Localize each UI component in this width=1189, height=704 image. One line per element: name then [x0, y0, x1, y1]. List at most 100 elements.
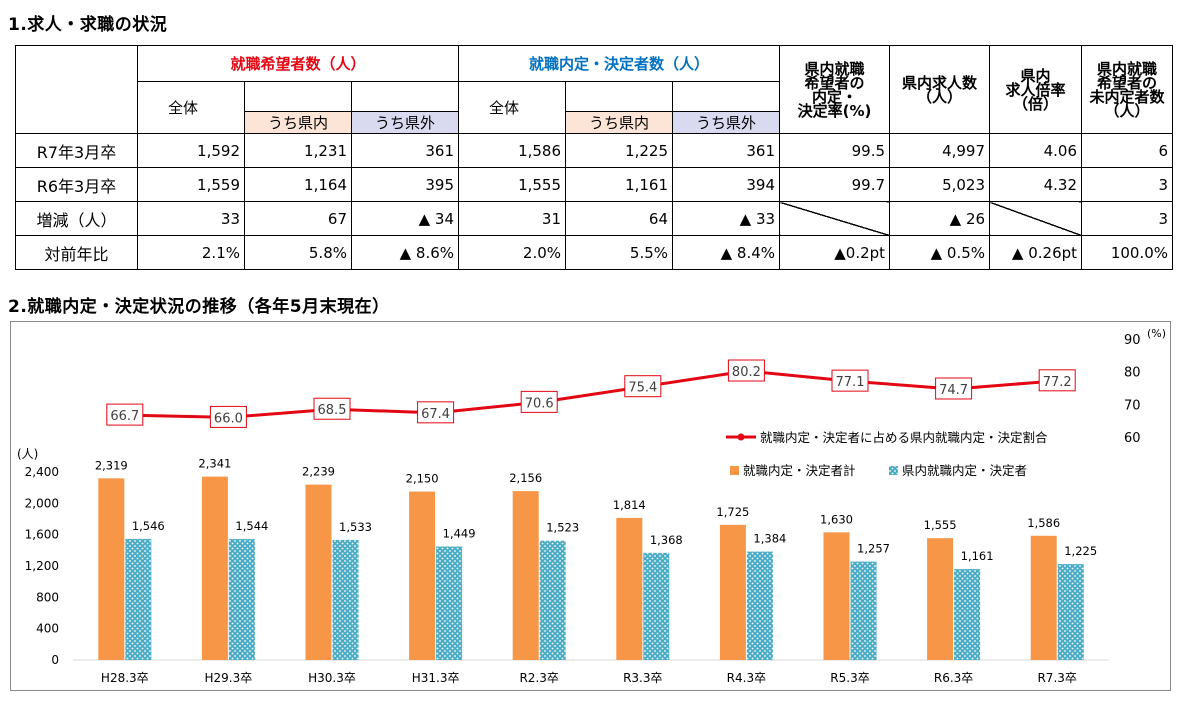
ratio-label-box — [209, 405, 247, 428]
right-axis-tick-label: 80 — [1124, 366, 1141, 381]
bar-pref — [1057, 564, 1084, 660]
x-axis-tick-label: R4.3卒 — [727, 671, 766, 685]
data-label-total: 2,239 — [302, 465, 335, 479]
legend-swatch-total — [730, 466, 739, 475]
cell: 1,231 — [244, 133, 352, 168]
ratio-data-label: 67.4 — [421, 407, 450, 422]
data-label-pref: 1,449 — [443, 526, 476, 540]
left-axis-tick-label: 800 — [36, 590, 59, 604]
sub-in-applicants: うち県内 — [244, 111, 352, 134]
legend-label-total: 就職内定・決定者計 — [743, 463, 856, 478]
bar-pref — [539, 540, 566, 660]
ratio-data-label: 77.1 — [836, 375, 865, 390]
cell: 1,559 — [137, 167, 245, 202]
bar-total — [719, 524, 746, 660]
legend-line-marker — [737, 433, 745, 441]
bar-total — [616, 517, 643, 660]
ratio-label-box — [520, 390, 558, 413]
data-label-pref: 1,523 — [546, 521, 579, 535]
bar-pref — [954, 569, 981, 660]
data-label-pref: 1,544 — [235, 519, 268, 533]
bar-total — [98, 478, 125, 660]
cell: 99.7 — [779, 167, 891, 202]
ratio-data-label: 66.7 — [110, 409, 139, 424]
cell: 1,161 — [565, 167, 674, 202]
cell: 64 — [565, 201, 674, 236]
sub-out-applicants: うち県外 — [350, 111, 460, 134]
sub-all-placed: 全体 — [458, 81, 567, 134]
cell: ▲ 0.26pt — [989, 235, 1083, 270]
bar-pref — [850, 561, 877, 660]
combo-chart: 0 400 800 1,200 1,600 2,000 2,400 (人) 60 70 80 90 (%… — [17, 327, 1166, 685]
table-row: R7年3月卒 1,592 1,231 361 1,586 1,225 361 9… — [15, 133, 1174, 168]
bar-pref — [228, 539, 255, 660]
cell: 4,997 — [889, 133, 991, 168]
x-axis-tick-label: R6.3卒 — [934, 671, 973, 685]
ratio-label-box — [417, 401, 455, 424]
corner-cell — [15, 45, 138, 134]
ratio-label-box — [106, 403, 144, 426]
data-label-pref: 1,161 — [961, 549, 994, 563]
row-label: 増減（人） — [15, 201, 138, 236]
ratio-data-label: 75.4 — [628, 381, 657, 396]
cell: 67 — [244, 201, 352, 236]
bar-total — [201, 476, 228, 660]
x-axis-tick-label: R2.3卒 — [519, 671, 558, 685]
right-axis-tick-label: 60 — [1124, 431, 1141, 446]
cell: 3 — [1081, 167, 1174, 202]
cell: 1,555 — [458, 167, 567, 202]
ratio-label-box — [624, 375, 662, 398]
cell: 1,586 — [458, 133, 567, 168]
bar-pref — [746, 551, 773, 660]
ratio-label-box — [1038, 369, 1076, 392]
table-row: 対前年比 2.1% 5.8% ▲ 8.6% 2.0% 5.5% ▲ 8.4% ▲… — [15, 235, 1174, 270]
cell: ▲ 0.5% — [889, 235, 991, 270]
cell: 4.06 — [989, 133, 1083, 168]
data-label-pref: 1,384 — [753, 532, 786, 546]
left-axis-tick-label: 400 — [36, 622, 59, 636]
header-placed: 就職内定・決定者数（人） — [458, 45, 781, 82]
cell: 99.5 — [779, 133, 891, 168]
legend-label-ratio: 就職内定・決定者に占める県内就職内定・決定割合 — [760, 430, 1048, 445]
bar-total — [409, 491, 436, 660]
x-axis-tick-label: R3.3卒 — [623, 671, 662, 685]
legend-swatch-pref — [889, 466, 898, 475]
left-axis-tick-label: 2,000 — [25, 496, 59, 510]
ratio-label-box — [935, 377, 973, 400]
row-label: 対前年比 — [15, 235, 138, 270]
data-label-total: 1,555 — [924, 518, 957, 532]
section2-title: 2.就職内定・決定状況の推移（各年5月末現在） — [8, 297, 390, 317]
cell: 361 — [672, 133, 781, 168]
right-axis-unit: (%) — [1147, 327, 1166, 340]
data-label-pref: 1,368 — [650, 533, 683, 547]
cell: 2.1% — [137, 235, 245, 270]
section1-title: 1.求人・求職の状況 — [8, 15, 168, 35]
cell: 33 — [137, 201, 245, 236]
header-ratio: 県内 求人倍率 （倍） — [989, 45, 1083, 134]
left-axis-tick-label: 2,400 — [25, 465, 59, 479]
header-rate: 県内就職 希望者の 内定・ 決定率(%) — [779, 45, 891, 134]
header-applicants: 就職希望者数（人） — [136, 45, 460, 82]
ratio-data-label: 66.0 — [214, 411, 243, 426]
cell: 361 — [350, 133, 460, 168]
cell: ▲ 34 — [350, 201, 460, 236]
sub-in-placed: うち県内 — [565, 111, 674, 134]
bar-pref — [332, 539, 359, 660]
bar-pref — [643, 552, 670, 660]
x-axis-tick-label: H28.3卒 — [101, 671, 149, 685]
x-axis-tick-label: H31.3卒 — [412, 671, 460, 685]
right-axis-tick-label: 70 — [1124, 398, 1141, 413]
sub-all-applicants: 全体 — [137, 81, 245, 134]
cell: 3 — [1081, 201, 1174, 236]
recruitment-table: 就職希望者数（人） 就職内定・決定者数（人） 県内就職 希望者の 内定・ 決定率(%)… — [15, 45, 1174, 270]
cell: 394 — [672, 167, 781, 202]
data-label-total: 1,630 — [820, 512, 853, 526]
cell: 1,164 — [244, 167, 352, 202]
ratio-data-label: 68.5 — [318, 403, 347, 418]
header-unplaced: 県内就職 希望者の 未内定者数 （人） — [1081, 45, 1174, 134]
x-axis-tick-label: H29.3卒 — [205, 671, 253, 685]
ratio-data-label: 74.7 — [939, 383, 968, 398]
data-label-total: 2,319 — [95, 458, 128, 472]
ratio-data-label: 80.2 — [732, 365, 761, 380]
x-axis-tick-label: R5.3卒 — [830, 671, 869, 685]
